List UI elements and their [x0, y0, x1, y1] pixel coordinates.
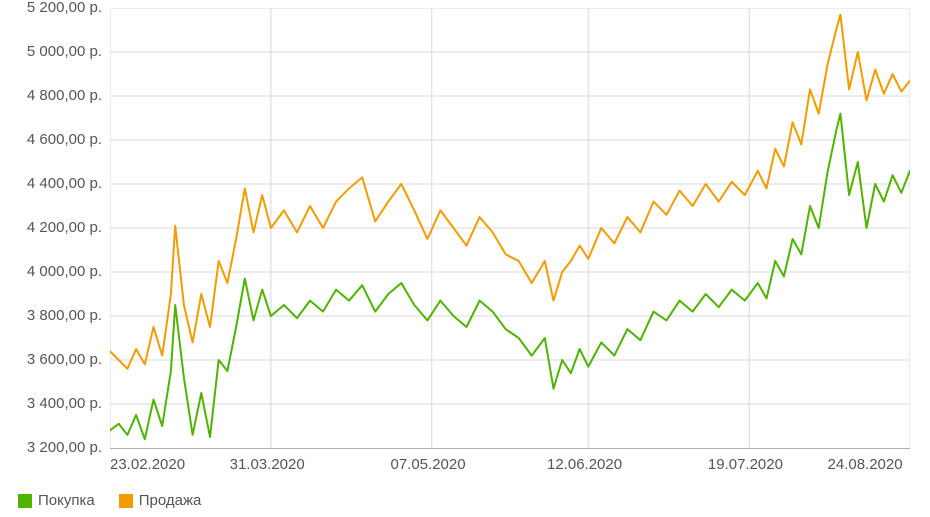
legend-item-buy: Покупка: [18, 492, 95, 509]
y-tick-label: 5 200,00 р.: [27, 0, 102, 16]
y-tick-label: 3 600,00 р.: [27, 351, 102, 368]
legend-label-sell: Продажа: [139, 492, 202, 509]
y-tick-label: 4 400,00 р.: [27, 175, 102, 192]
legend-swatch-sell: [119, 494, 133, 508]
x-tick-label: 19.07.2020: [708, 456, 783, 473]
legend-swatch-buy: [18, 494, 32, 508]
y-tick-label: 3 400,00 р.: [27, 395, 102, 412]
x-tick-label: 07.05.2020: [390, 456, 465, 473]
y-tick-label: 3 800,00 р.: [27, 307, 102, 324]
legend-item-sell: Продажа: [119, 492, 202, 509]
x-tick-label: 24.08.2020: [828, 456, 903, 473]
legend: Покупка Продажа: [18, 492, 201, 509]
x-tick-label: 23.02.2020: [110, 456, 185, 473]
x-tick-label: 31.03.2020: [230, 456, 305, 473]
y-tick-label: 4 800,00 р.: [27, 87, 102, 104]
y-tick-label: 4 600,00 р.: [27, 131, 102, 148]
legend-label-buy: Покупка: [38, 492, 95, 509]
y-tick-label: 4 000,00 р.: [27, 263, 102, 280]
y-tick-label: 5 000,00 р.: [27, 43, 102, 60]
price-chart: Покупка Продажа 3 200,00 р. 3 400,00 р. 3 …: [0, 0, 930, 517]
chart-svg: [110, 8, 910, 448]
y-tick-label: 3 200,00 р.: [27, 439, 102, 456]
plot-area: [110, 8, 910, 449]
series-line-buy: [110, 114, 910, 440]
x-tick-label: 12.06.2020: [547, 456, 622, 473]
y-tick-label: 4 200,00 р.: [27, 219, 102, 236]
